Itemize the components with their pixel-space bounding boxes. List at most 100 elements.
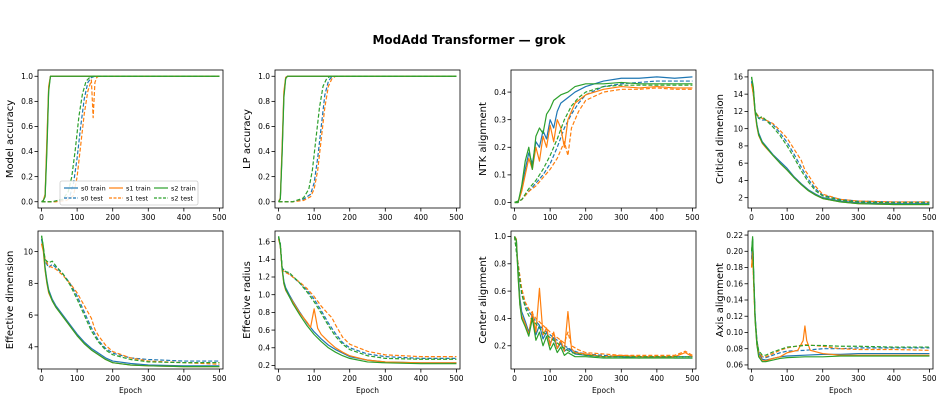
y-tick-label: 0.4 — [258, 147, 270, 156]
y-tick-label: 4 — [738, 176, 743, 185]
series-line-s2-train — [278, 75, 457, 203]
y-tick-label: 0.4 — [21, 147, 33, 156]
y-tick-label: 16 — [733, 73, 743, 82]
x-tick-label: 0 — [749, 374, 754, 383]
series-line-s0-train — [514, 76, 693, 204]
y-tick-label: 0.2 — [494, 143, 506, 152]
y-tick-label: 10 — [23, 247, 33, 256]
series-line-s1-test — [513, 236, 693, 356]
y-tick-label: 0.10 — [726, 328, 743, 337]
x-tick-label: 500 — [685, 374, 700, 383]
x-axis-label: Epoch — [119, 386, 142, 395]
legend-entry: s0 train — [81, 184, 106, 192]
x-tick-label: 400 — [414, 374, 429, 383]
x-tick-label: 300 — [378, 374, 393, 383]
series-line-s1-test — [514, 87, 693, 204]
series-line-s0-train — [277, 237, 457, 364]
x-tick-label: 300 — [851, 374, 866, 383]
x-tick-label: 0 — [749, 213, 754, 222]
series-line-s1-train — [750, 250, 930, 362]
axes-frame — [747, 69, 934, 209]
y-axis-label: NTK alignment — [478, 102, 489, 176]
series-line-s0-test — [514, 80, 693, 204]
subplot-6: 0 100 200 300 400 500 0.2 0.4 0.6 0.8 1.0 1.2 1.4 1.6… — [242, 230, 464, 395]
x-tick-label: 200 — [816, 213, 831, 222]
y-tick-label: 0.8 — [258, 308, 270, 317]
x-tick-label: 500 — [449, 374, 464, 383]
series-line-s2-train — [750, 236, 930, 363]
y-tick-label: 0.4 — [494, 314, 506, 323]
series-line-s0-train — [278, 75, 457, 202]
legend-entry: s1 test — [126, 194, 149, 202]
series-line-s0-train — [750, 81, 930, 205]
x-tick-label: 500 — [922, 374, 937, 383]
x-tick-label: 400 — [177, 374, 192, 383]
legend-entry: s0 test — [81, 194, 104, 202]
y-tick-label: 0.0 — [494, 198, 506, 207]
x-tick-label: 500 — [685, 213, 700, 222]
x-tick-label: 0 — [276, 213, 281, 222]
y-tick-label: 0.6 — [21, 122, 33, 131]
y-tick-label: 0.22 — [726, 231, 743, 240]
y-tick-label: 0.06 — [726, 361, 743, 370]
y-tick-label: 1.6 — [258, 237, 270, 246]
subplot-3: 0 100 200 300 400 500 0.0 0.1 0.2 0.3 0.4 NTK align… — [478, 69, 700, 222]
subplot-2: 0 100 200 300 400 500 0.0 0.2 0.4 0.6 0.8 1.0 LP acc… — [242, 69, 464, 222]
y-tick-label: 0.2 — [494, 341, 506, 350]
y-tick-label: 2 — [738, 193, 743, 202]
series-line-s1-train — [277, 238, 457, 364]
y-tick-label: 0.6 — [494, 287, 506, 296]
axes-frame — [37, 230, 224, 370]
series-line-s1-test — [750, 83, 930, 203]
y-tick-label: 1.0 — [258, 290, 270, 299]
series-line-s2-test — [513, 236, 693, 358]
x-tick-label: 400 — [177, 213, 192, 222]
axes-frame — [37, 69, 224, 209]
x-tick-label: 200 — [579, 213, 594, 222]
y-tick-label: 0.4 — [258, 343, 270, 352]
y-tick-label: 0.20 — [726, 247, 743, 256]
x-tick-label: 100 — [70, 213, 85, 222]
x-tick-label: 0 — [39, 213, 44, 222]
y-tick-label: 0.2 — [258, 172, 270, 181]
x-tick-label: 200 — [579, 374, 594, 383]
x-tick-label: 400 — [414, 213, 429, 222]
y-tick-label: 0.8 — [494, 259, 506, 268]
series-line-s1-test — [750, 250, 930, 358]
series-line-s2-train — [40, 235, 220, 368]
x-tick-label: 200 — [343, 213, 358, 222]
x-tick-label: 500 — [212, 213, 227, 222]
x-tick-label: 300 — [141, 374, 156, 383]
y-tick-label: 0.8 — [21, 97, 33, 106]
y-tick-label: 8 — [28, 279, 33, 288]
subplot-7: 0 100 200 300 400 500 0.2 0.4 0.6 0.8 1.0 Center al… — [478, 230, 700, 395]
x-tick-label: 300 — [614, 213, 629, 222]
y-tick-label: 0.6 — [258, 326, 270, 335]
x-tick-label: 500 — [922, 213, 937, 222]
y-axis-label: Effective radius — [242, 261, 253, 339]
series-line-s2-test — [277, 236, 457, 360]
y-axis-label: Effective dimension — [5, 251, 16, 350]
y-tick-label: 6 — [738, 159, 743, 168]
y-tick-label: 1.0 — [494, 232, 506, 241]
x-tick-label: 100 — [780, 213, 795, 222]
series-line-s0-train — [40, 238, 220, 367]
series-line-s1-test — [40, 243, 220, 365]
series-line-s2-train — [41, 75, 220, 203]
x-tick-label: 100 — [307, 213, 322, 222]
y-tick-label: 0.2 — [258, 361, 270, 370]
y-tick-label: 1.4 — [258, 255, 270, 264]
x-axis-label: Epoch — [592, 386, 615, 395]
y-tick-label: 10 — [733, 124, 743, 133]
axes-frame — [274, 69, 461, 209]
x-tick-label: 500 — [449, 213, 464, 222]
x-tick-label: 0 — [512, 374, 517, 383]
y-tick-label: 0.08 — [726, 344, 743, 353]
series-line-s0-test — [750, 240, 930, 359]
y-tick-label: 8 — [738, 142, 743, 151]
series-line-s0-train — [750, 238, 930, 361]
y-tick-label: 0.14 — [726, 296, 743, 305]
subplot-4: 0 100 200 300 400 500 2 4 6 8 10 12 14 16 Critical dim… — [715, 69, 937, 222]
y-tick-label: 0.1 — [494, 171, 506, 180]
